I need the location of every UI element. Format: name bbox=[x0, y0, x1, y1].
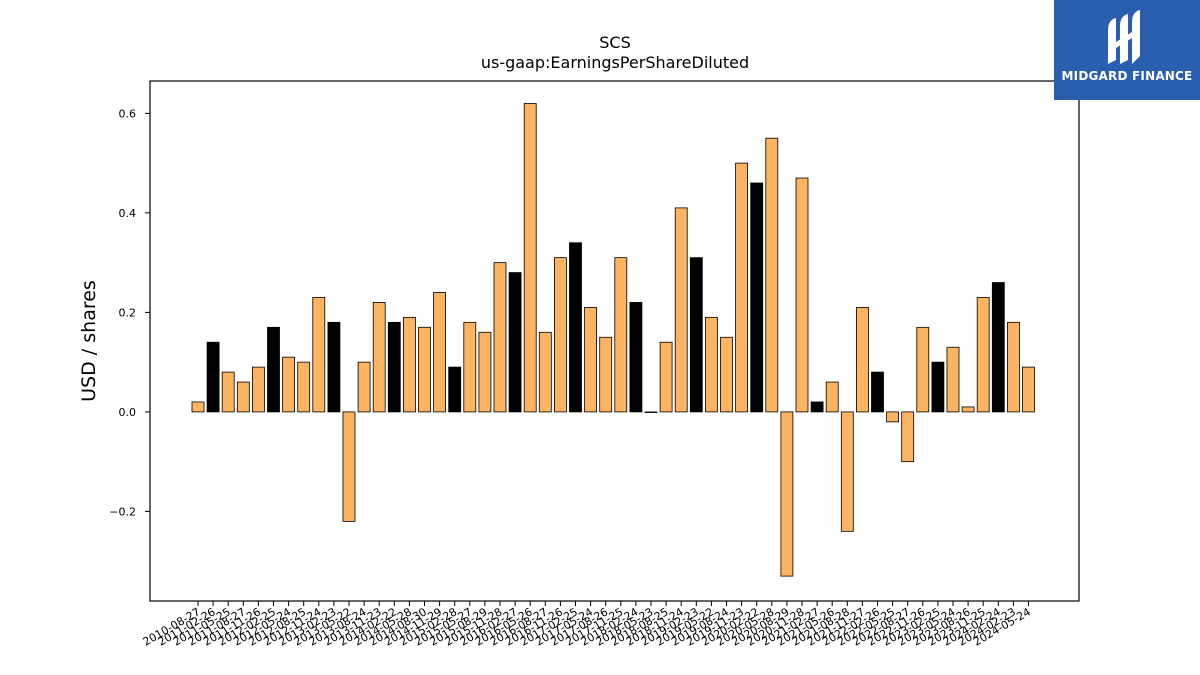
bar-2021-05-28 bbox=[840, 411, 854, 532]
bar-2013-08-23 bbox=[372, 302, 386, 413]
bar-2017-02-24 bbox=[584, 307, 597, 413]
y-tick-label: −0.2 bbox=[109, 505, 136, 518]
bar-2015-11-27 bbox=[508, 272, 522, 413]
bar-2023-08-25 bbox=[976, 297, 990, 413]
bar-2012-05-25 bbox=[297, 361, 311, 413]
y-tick-label: 0.0 bbox=[119, 406, 137, 419]
chart-title: SCS bbox=[599, 33, 630, 52]
bar-2013-11-22 bbox=[387, 321, 401, 413]
bar-2015-05-29 bbox=[478, 331, 492, 413]
bar-2024-02-23 bbox=[1007, 321, 1020, 413]
midgard-finance-logo: MIDGARD FINANCE bbox=[1054, 0, 1200, 100]
chart-subtitle: us-gaap:EarningsPerShareDiluted bbox=[481, 53, 749, 72]
bar-2022-02-25 bbox=[886, 411, 899, 423]
bar-2021-02-26 bbox=[825, 381, 839, 413]
logo-text: MIDGARD FINANCE bbox=[1061, 69, 1193, 83]
bar-2016-05-27 bbox=[538, 331, 552, 413]
bar-2018-11-23 bbox=[689, 257, 703, 413]
y-axis-label: USD / shares bbox=[78, 280, 100, 402]
plot-frame bbox=[149, 80, 1080, 602]
bar-2017-05-26 bbox=[599, 336, 613, 413]
bar-2017-08-25 bbox=[614, 257, 628, 413]
bar-2017-11-24 bbox=[629, 302, 643, 413]
bar-2014-11-28 bbox=[448, 366, 462, 413]
bar-2016-11-25 bbox=[569, 242, 582, 413]
bar-2022-11-25 bbox=[931, 361, 945, 413]
bar-2015-02-27 bbox=[463, 321, 477, 413]
bar-2012-02-24 bbox=[282, 356, 296, 413]
bar-2023-05-26 bbox=[961, 406, 975, 413]
bar-2020-11-27 bbox=[810, 401, 824, 413]
midgard-m-icon bbox=[1108, 10, 1140, 64]
bar-2010-11-26 bbox=[206, 341, 220, 413]
bar-2011-05-27 bbox=[236, 381, 250, 413]
y-axis-ticks: −0.2 0.0 0.2 0.4 0.6 bbox=[109, 107, 150, 518]
bar-2020-05-29 bbox=[780, 411, 794, 577]
bar-2018-02-23 bbox=[644, 411, 658, 413]
x-axis-ticks: 2010-08-272011-02-262011-05-252011-08-27… bbox=[141, 601, 1033, 649]
bar-2021-11-26 bbox=[871, 371, 884, 413]
bar-2014-02-28 bbox=[402, 316, 416, 413]
bar-2016-02-26 bbox=[523, 102, 537, 413]
bar-2013-05-24 bbox=[357, 361, 371, 413]
bar-2010-08-27 bbox=[191, 401, 205, 413]
bar-2013-02-22 bbox=[342, 411, 356, 522]
bar-2019-02-22 bbox=[705, 316, 718, 413]
bar-2020-02-28 bbox=[765, 137, 779, 413]
bar-2021-08-27 bbox=[856, 307, 869, 413]
bar-2019-11-22 bbox=[750, 182, 764, 413]
bar-2011-08-26 bbox=[251, 366, 265, 413]
bar-2016-08-26 bbox=[554, 257, 567, 413]
bar-2018-08-24 bbox=[674, 207, 688, 413]
bar-2019-05-24 bbox=[720, 336, 733, 413]
bar-2023-02-24 bbox=[946, 346, 960, 413]
bar-2023-11-24 bbox=[991, 282, 1005, 413]
y-tick-label: 0.6 bbox=[119, 107, 137, 120]
bar-2012-08-24 bbox=[312, 297, 326, 413]
bar-2019-08-23 bbox=[735, 162, 748, 413]
bar-2011-11-25 bbox=[267, 326, 280, 413]
bar-2018-05-25 bbox=[659, 341, 673, 413]
bar-2011-02-25 bbox=[221, 371, 235, 413]
y-tick-label: 0.2 bbox=[119, 306, 137, 319]
bar-2022-08-26 bbox=[916, 326, 930, 413]
bar-2022-05-27 bbox=[901, 411, 915, 463]
bar-2024-05-24 bbox=[1022, 366, 1035, 413]
bar-2014-05-30 bbox=[418, 326, 431, 413]
y-tick-label: 0.4 bbox=[119, 207, 137, 220]
bar-2020-08-28 bbox=[795, 177, 809, 413]
bar-2015-08-28 bbox=[493, 262, 507, 413]
bar-2014-08-29 bbox=[433, 292, 447, 413]
bar-2012-11-23 bbox=[327, 321, 341, 413]
bars-layer bbox=[191, 102, 1035, 577]
